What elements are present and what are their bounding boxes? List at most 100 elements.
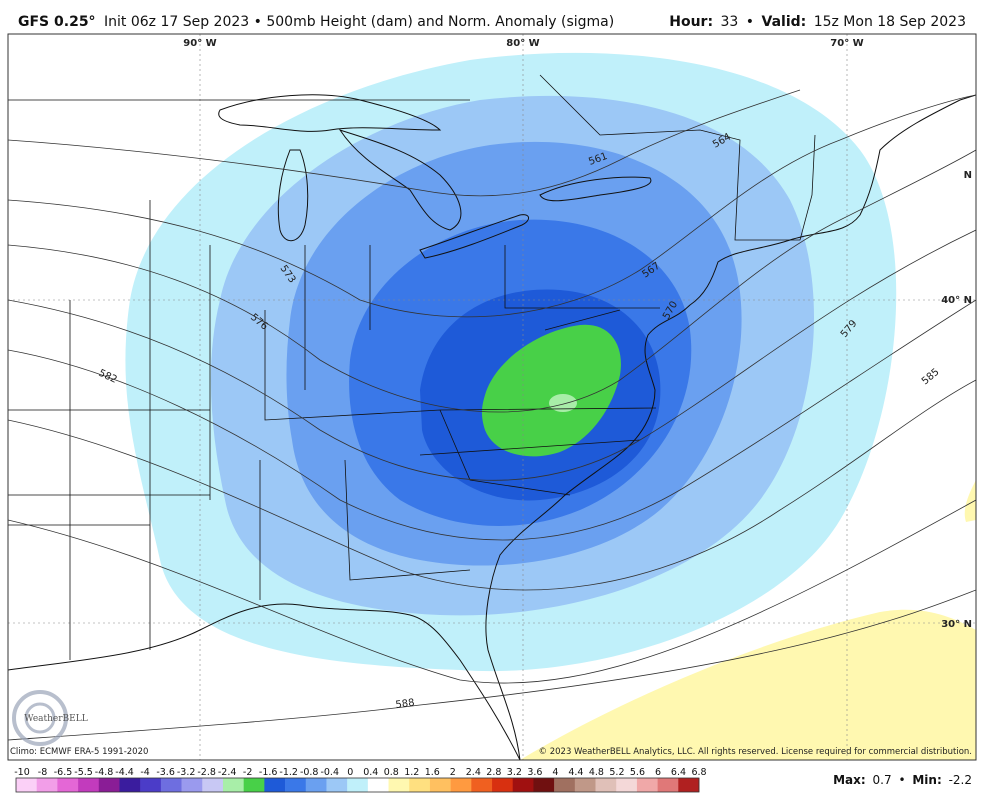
anomaly-area: [549, 394, 577, 412]
colorbar-label: 1.6: [425, 767, 440, 778]
longitude-label: 90° W: [183, 38, 216, 49]
colorbar-label: 3.2: [507, 767, 522, 778]
colorbar-label: 0: [347, 767, 353, 778]
longitude-label: 70° W: [830, 38, 863, 49]
separator: •: [746, 14, 754, 30]
height-contour: [8, 229, 976, 481]
map-frame: [7, 33, 977, 761]
coastline: [8, 94, 976, 760]
lake-erie: [419, 214, 529, 259]
positive-anomaly-area: [520, 609, 976, 760]
latitude-label: 30° N: [941, 619, 972, 630]
colorbar-label: 0.4: [363, 767, 378, 778]
colorbar-segment: [140, 778, 162, 792]
height-contour: [8, 89, 801, 197]
colorbar-label: -2.4: [218, 767, 237, 778]
header-left: GFS 0.25° Init 06z 17 Sep 2023 • 500mb H…: [18, 14, 614, 30]
colorbar-label: 3.6: [527, 767, 542, 778]
colorbar-segment: [409, 778, 431, 792]
height-contour: [8, 379, 976, 591]
colorbar-label: -2: [243, 767, 252, 778]
colorbar: -10 -8 -6.5 -5.5 -4.8 -4.4 -4 -3.6 -3.2 -2.8 -2.4-…: [14, 767, 707, 793]
colorbar-segment: [202, 778, 224, 792]
colorbar-label: 4.4: [568, 767, 583, 778]
colorbar-segment: [78, 778, 100, 792]
lake-superior: [218, 94, 442, 132]
colorbar-label: 5.6: [630, 767, 645, 778]
separator: •: [898, 773, 905, 787]
colorbar-label: -1.2: [279, 767, 298, 778]
hour-value: 33: [721, 14, 739, 30]
height-contour: [8, 589, 976, 741]
colorbar-label: 5.2: [609, 767, 624, 778]
longitude-label: 80° W: [506, 38, 539, 49]
run-info: Init 06z 17 Sep 2023 • 500mb Height (dam…: [104, 14, 614, 30]
colorbar-label: 6.4: [671, 767, 686, 778]
colorbar-label: -4.4: [115, 767, 134, 778]
colorbar-segment: [347, 778, 369, 792]
lake-huron: [338, 129, 462, 231]
colorbar-segment: [243, 778, 265, 792]
climo-note: Climo: ECMWF ERA-5 1991-2020: [10, 747, 148, 757]
colorbar-label: -4: [140, 767, 149, 778]
model-name: GFS 0.25°: [18, 14, 96, 30]
anomaly-area: [481, 324, 621, 457]
lake-michigan: [277, 149, 309, 242]
copyright: © 2023 WeatherBELL Analytics, LLC. All r…: [539, 747, 972, 757]
height-contour: [8, 149, 976, 413]
colorbar-segment: [57, 778, 79, 792]
colorbar-label: 4: [552, 767, 558, 778]
colorbar-segment: [533, 778, 555, 792]
contour-label: 588: [395, 697, 415, 711]
border: [8, 74, 816, 660]
height-contour: [8, 299, 976, 541]
header-right: Hour: 33 • Valid: 15z Mon 18 Sep 2023: [669, 14, 966, 30]
colorbar-label: 6: [655, 767, 661, 778]
colorbar-segment: [554, 778, 576, 792]
colorbar-label: -3.6: [156, 767, 175, 778]
logo: WeatherBELL: [12, 690, 88, 746]
logo-text: WeatherBELL: [24, 714, 87, 724]
colorbar-label: 1.2: [404, 767, 419, 778]
colorbar-label: 6.8: [691, 767, 706, 778]
map: [8, 34, 976, 760]
colorbar-label: 2.8: [486, 767, 501, 778]
colorbar-label: 0.8: [384, 767, 399, 778]
colorbar-label: -5.5: [74, 767, 93, 778]
colorbar-segment: [119, 778, 141, 792]
colorbar-label: -8: [38, 767, 47, 778]
colorbar-label: -6.5: [54, 767, 73, 778]
colorbar-label: -1.6: [259, 767, 278, 778]
colorbar-label: -4.8: [95, 767, 114, 778]
stats: Max: 0.7 • Min: -2.2: [833, 773, 972, 787]
positive-anomaly-area: [964, 480, 976, 522]
latitude-label: N: [964, 170, 972, 181]
colorbar-frame: [15, 777, 700, 793]
colorbar-segment: [678, 778, 700, 792]
colorbar-segment: [616, 778, 638, 792]
colorbar-label: -2.8: [197, 767, 216, 778]
min-label: Min:: [912, 773, 941, 787]
colorbar-segment: [160, 778, 182, 792]
colorbar-segment: [326, 778, 348, 792]
colorbar-segment: [285, 778, 307, 792]
colorbar-segment: [98, 778, 120, 792]
colorbar-segment: [636, 778, 658, 792]
colorbar-segment: [181, 778, 203, 792]
colorbar-segment: [222, 778, 244, 792]
colorbar-segment: [305, 778, 327, 792]
colorbar-segment: [264, 778, 286, 792]
lake-ontario: [539, 176, 652, 202]
valid-label: Valid:: [762, 14, 807, 30]
colorbar-segment: [595, 778, 617, 792]
colorbar-segment: [471, 778, 493, 792]
colorbar-segment: [36, 778, 58, 792]
latitude-label: 40° N: [941, 295, 972, 306]
colorbar-segment: [367, 778, 389, 792]
colorbar-segment: [512, 778, 534, 792]
min-value: -2.2: [949, 773, 972, 787]
colorbar-label: -3.2: [177, 767, 196, 778]
hour-label: Hour:: [669, 14, 713, 30]
colorbar-label: -10: [14, 767, 30, 778]
